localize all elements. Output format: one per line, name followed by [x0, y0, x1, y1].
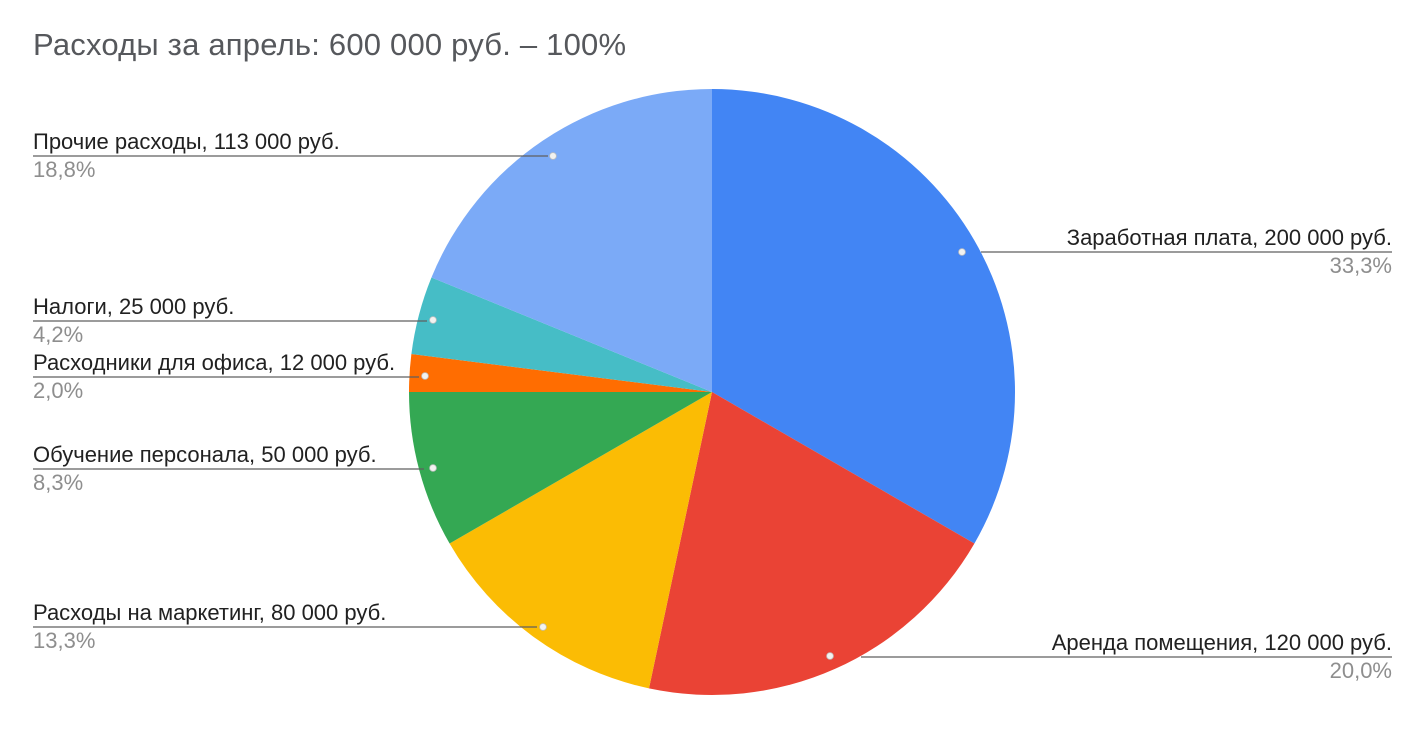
slice-label-other: Прочие расходы, 113 000 руб. 18,8%: [33, 128, 556, 184]
slice-percent: 2,0%: [33, 378, 84, 403]
slice-label-office-supplies: Расходники для офиса, 12 000 руб. 2,0%: [33, 349, 433, 405]
pie-slice-marketing[interactable]: [449, 392, 712, 689]
pie-slice-other[interactable]: [431, 89, 712, 392]
slice-percent: 13,3%: [33, 628, 96, 653]
slice-label-text: Расходы на маркетинг, 80 000 руб.: [33, 600, 387, 625]
slice-label-text: Аренда помещения, 120 000 руб.: [1051, 630, 1392, 655]
pie-slice-training[interactable]: [409, 392, 712, 544]
slice-label-rent: Аренда помещения, 120 000 руб. 20,0%: [830, 629, 1392, 685]
pie-slice-salary[interactable]: [712, 89, 1016, 544]
slice-percent: 33,3%: [1329, 253, 1392, 278]
slice-label-text: Заработная плата, 200 000 руб.: [1066, 225, 1392, 250]
chart-title: Расходы за апрель: 600 000 руб. – 100%: [33, 27, 627, 62]
slice-label-text: Обучение персонала, 50 000 руб.: [33, 442, 377, 467]
slice-percent: 4,2%: [33, 322, 84, 347]
slice-percent: 20,0%: [1329, 658, 1392, 683]
leader-dot-marketing: [539, 623, 547, 631]
pie-slice-taxes[interactable]: [411, 277, 712, 392]
slice-label-training: Обучение персонала, 50 000 руб. 8,3%: [33, 441, 443, 497]
slice-label-text: Налоги, 25 000 руб.: [33, 294, 235, 319]
slice-percent: 8,3%: [33, 470, 84, 495]
pie-slice-office-supplies[interactable]: [409, 354, 712, 392]
slice-label-marketing: Расходы на маркетинг, 80 000 руб. 13,3%: [33, 599, 543, 655]
leader-dot-salary: [958, 248, 966, 256]
slice-percent: 18,8%: [33, 157, 96, 182]
leader-dot-taxes: [429, 316, 437, 324]
slice-label-text: Расходники для офиса, 12 000 руб.: [33, 350, 396, 375]
pie-slice-rent[interactable]: [649, 392, 975, 696]
slice-label-taxes: Налоги, 25 000 руб. 4,2%: [33, 293, 433, 349]
leader-dot-rent: [826, 652, 834, 660]
leader-dot-office-supplies: [421, 372, 429, 380]
slice-label-salary: Заработная плата, 200 000 руб. 33,3%: [962, 224, 1392, 280]
slice-label-text: Прочие расходы, 113 000 руб.: [33, 129, 340, 154]
leader-dot-training: [429, 464, 437, 472]
leader-dot-other: [549, 152, 557, 160]
